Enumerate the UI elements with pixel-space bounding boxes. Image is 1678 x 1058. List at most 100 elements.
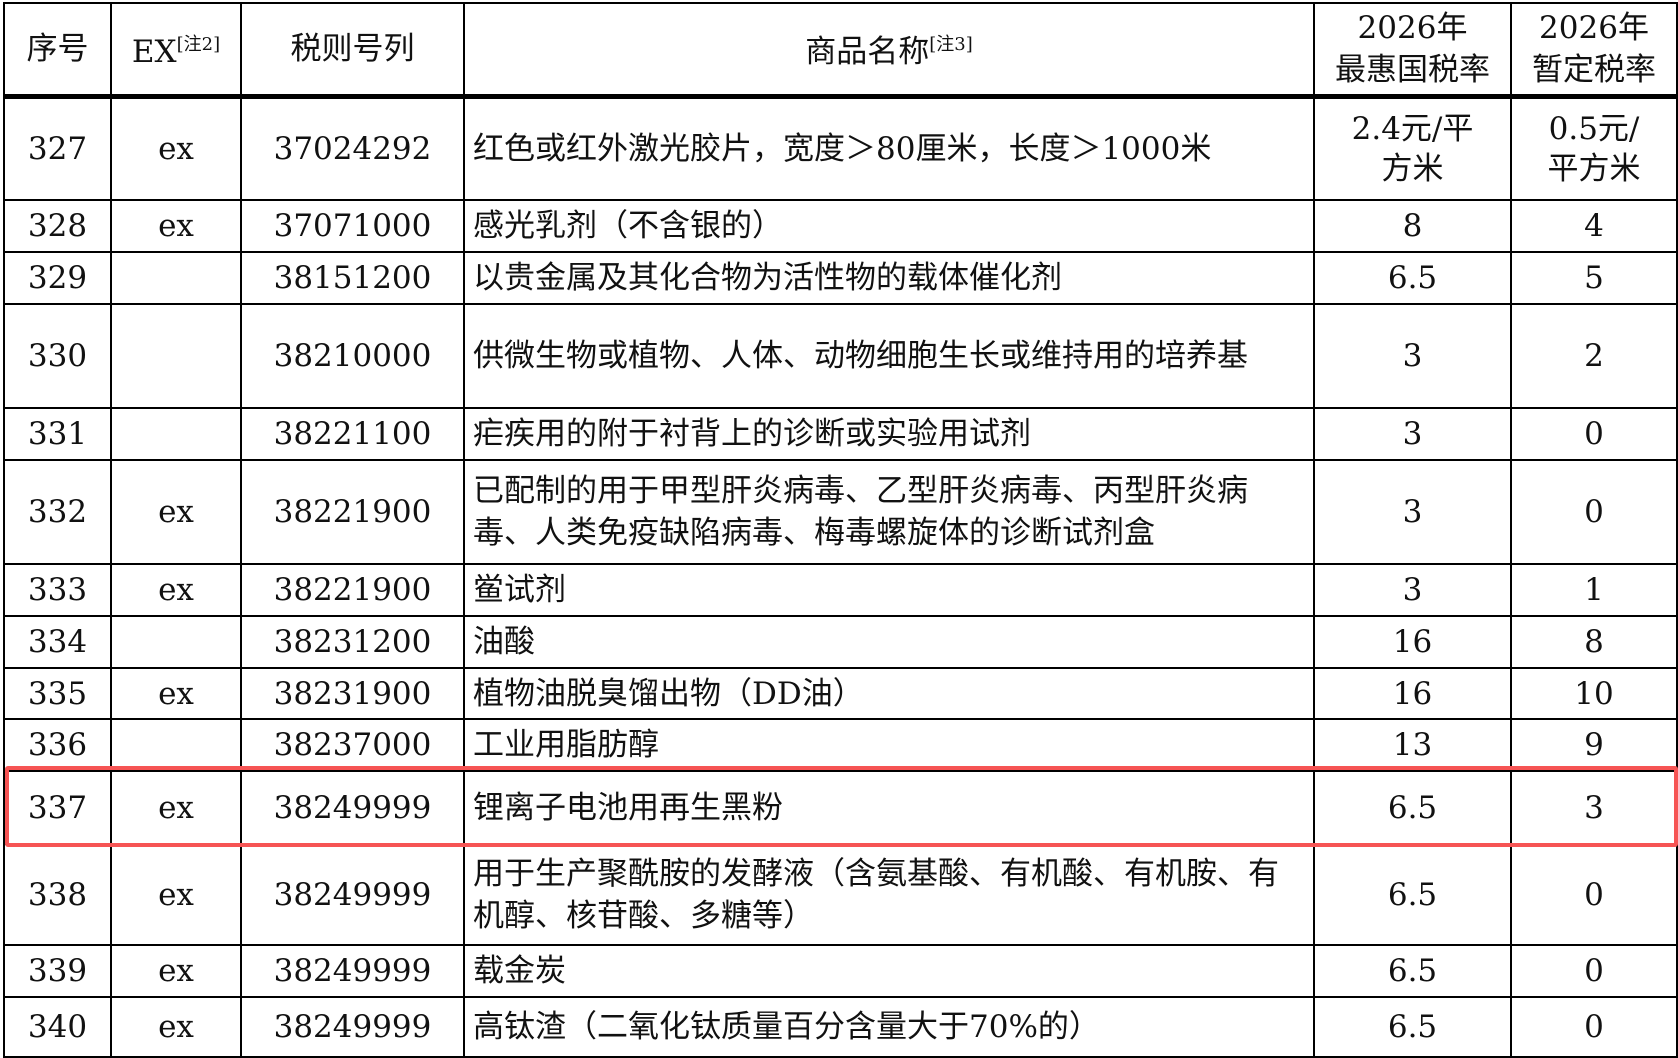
cell-seq: 336	[3, 718, 112, 772]
cell-mfn: 8	[1313, 199, 1512, 253]
cell-prov: 0.5元/平方米	[1510, 95, 1678, 201]
cell-mfn: 3	[1313, 303, 1512, 409]
cell-name: 已配制的用于甲型肝炎病毒、乙型肝炎病毒、丙型肝炎病毒、人类免疫缺陷病毒、梅毒螺旋…	[463, 459, 1315, 565]
cell-seq: 331	[3, 407, 112, 461]
cell-code: 38231200	[240, 615, 465, 669]
header-mfn-label: 最惠国税率	[1335, 51, 1490, 88]
cell-name: 用于生产聚酰胺的发酵液（含氨基酸、有机酸、有机胺、有机醇、核苷酸、多糖等）	[463, 843, 1315, 946]
table-row: 336 38237000 工业用脂肪醇 13 9	[3, 718, 1678, 772]
cell-mfn: 3	[1313, 459, 1512, 565]
cell-name: 工业用脂肪醇	[463, 718, 1315, 772]
cell-seq: 332	[3, 459, 112, 565]
table-row: 339 ex 38249999 载金炭 6.5 0	[3, 944, 1678, 998]
table-row: 337 ex 38249999 锂离子电池用再生黑粉 6.5 3	[3, 770, 1678, 845]
cell-mfn: 16	[1313, 667, 1512, 720]
cell-name: 供微生物或植物、人体、动物细胞生长或维持用的培养基	[463, 303, 1315, 409]
table-row: 334 38231200 油酸 16 8	[3, 615, 1678, 669]
cell-code: 38221900	[240, 563, 465, 617]
tariff-table: 序号 EX[注2] 税则号列 商品名称[注3] 2026年最惠国税率 2026年…	[3, 2, 1678, 1058]
table-row: 338 ex 38249999 用于生产聚酰胺的发酵液（含氨基酸、有机酸、有机胺、有机…	[3, 843, 1678, 946]
cell-name: 锂离子电池用再生黑粉	[463, 770, 1315, 845]
cell-ex: ex	[110, 770, 242, 845]
cell-ex: ex	[110, 563, 242, 617]
cell-prov: 0	[1510, 459, 1678, 565]
cell-seq: 339	[3, 944, 112, 998]
header-mfn-year: 2026年	[1357, 9, 1468, 46]
table-row: 331 38221100 疟疾用的附于衬背上的诊断或实验用试剂 3 0	[3, 407, 1678, 461]
cell-name: 油酸	[463, 615, 1315, 669]
header-name: 商品名称[注3]	[463, 2, 1315, 99]
cell-ex: ex	[110, 95, 242, 201]
cell-seq: 333	[3, 563, 112, 617]
header-mfn-rate: 2026年最惠国税率	[1313, 2, 1512, 99]
cell-code: 38151200	[240, 251, 465, 305]
cell-prov: 3	[1510, 770, 1678, 845]
cell-name: 植物油脱臭馏出物（DD油）	[463, 667, 1315, 720]
cell-prov: 5	[1510, 251, 1678, 305]
cell-ex: ex	[110, 199, 242, 253]
cell-mfn: 13	[1313, 718, 1512, 772]
header-prov-label: 暂定税率	[1532, 51, 1656, 88]
cell-mfn: 6.5	[1313, 251, 1512, 305]
cell-prov: 0	[1510, 944, 1678, 998]
cell-name: 高钛渣（二氧化钛质量百分含量大于70%的）	[463, 996, 1315, 1058]
header-ex: EX[注2]	[110, 2, 242, 99]
cell-ex	[110, 615, 242, 669]
cell-ex: ex	[110, 843, 242, 946]
cell-seq: 328	[3, 199, 112, 253]
cell-prov: 2	[1510, 303, 1678, 409]
cell-code: 37071000	[240, 199, 465, 253]
cell-ex: ex	[110, 459, 242, 565]
cell-name: 红色或红外激光胶片，宽度＞80厘米，长度＞1000米	[463, 95, 1315, 201]
cell-ex: ex	[110, 667, 242, 720]
header-code: 税则号列	[240, 2, 465, 99]
cell-name: 疟疾用的附于衬背上的诊断或实验用试剂	[463, 407, 1315, 461]
cell-ex	[110, 407, 242, 461]
cell-code: 38221900	[240, 459, 465, 565]
cell-code: 38231900	[240, 667, 465, 720]
cell-name: 载金炭	[463, 944, 1315, 998]
cell-mfn: 6.5	[1313, 996, 1512, 1058]
header-ex-label: EX	[131, 34, 177, 71]
cell-prov: 1	[1510, 563, 1678, 617]
cell-prov: 9	[1510, 718, 1678, 772]
header-name-note: [注3]	[929, 34, 973, 56]
table-row: 335 ex 38231900 植物油脱臭馏出物（DD油） 16 10	[3, 667, 1678, 720]
table-row: 340 ex 38249999 高钛渣（二氧化钛质量百分含量大于70%的） 6.5 0	[3, 996, 1678, 1058]
cell-prov: 4	[1510, 199, 1678, 253]
cell-mfn: 6.5	[1313, 843, 1512, 946]
cell-seq: 327	[3, 95, 112, 201]
cell-ex	[110, 303, 242, 409]
header-seq: 序号	[3, 2, 112, 99]
table-row: 333 ex 38221900 鲎试剂 3 1	[3, 563, 1678, 617]
cell-code: 38221100	[240, 407, 465, 461]
cell-ex: ex	[110, 996, 242, 1058]
header-row: 序号 EX[注2] 税则号列 商品名称[注3] 2026年最惠国税率 2026年…	[3, 2, 1678, 99]
table-row: 330 38210000 供微生物或植物、人体、动物细胞生长或维持用的培养基 3 2	[3, 303, 1678, 409]
cell-seq: 329	[3, 251, 112, 305]
cell-mfn: 3	[1313, 407, 1512, 461]
cell-code: 38249999	[240, 944, 465, 998]
cell-mfn: 16	[1313, 615, 1512, 669]
cell-name: 感光乳剂（不含银的）	[463, 199, 1315, 253]
cell-code: 38210000	[240, 303, 465, 409]
cell-name: 鲎试剂	[463, 563, 1315, 617]
cell-prov: 0	[1510, 843, 1678, 946]
cell-seq: 337	[3, 770, 112, 845]
cell-name: 以贵金属及其化合物为活性物的载体催化剂	[463, 251, 1315, 305]
table-row: 328 ex 37071000 感光乳剂（不含银的） 8 4	[3, 199, 1678, 253]
cell-seq: 334	[3, 615, 112, 669]
header-prov-year: 2026年	[1539, 9, 1649, 46]
cell-prov: 0	[1510, 407, 1678, 461]
cell-seq: 340	[3, 996, 112, 1058]
cell-mfn: 3	[1313, 563, 1512, 617]
table-row: 327 ex 37024292 红色或红外激光胶片，宽度＞80厘米，长度＞1000米 2…	[3, 95, 1678, 201]
cell-prov: 8	[1510, 615, 1678, 669]
cell-code: 38237000	[240, 718, 465, 772]
header-ex-note: [注2]	[176, 34, 221, 56]
cell-prov: 0	[1510, 996, 1678, 1058]
cell-prov: 10	[1510, 667, 1678, 720]
table-row: 332 ex 38221900 已配制的用于甲型肝炎病毒、乙型肝炎病毒、丙型肝炎病毒、…	[3, 459, 1678, 565]
cell-seq: 330	[3, 303, 112, 409]
cell-ex: ex	[110, 944, 242, 998]
